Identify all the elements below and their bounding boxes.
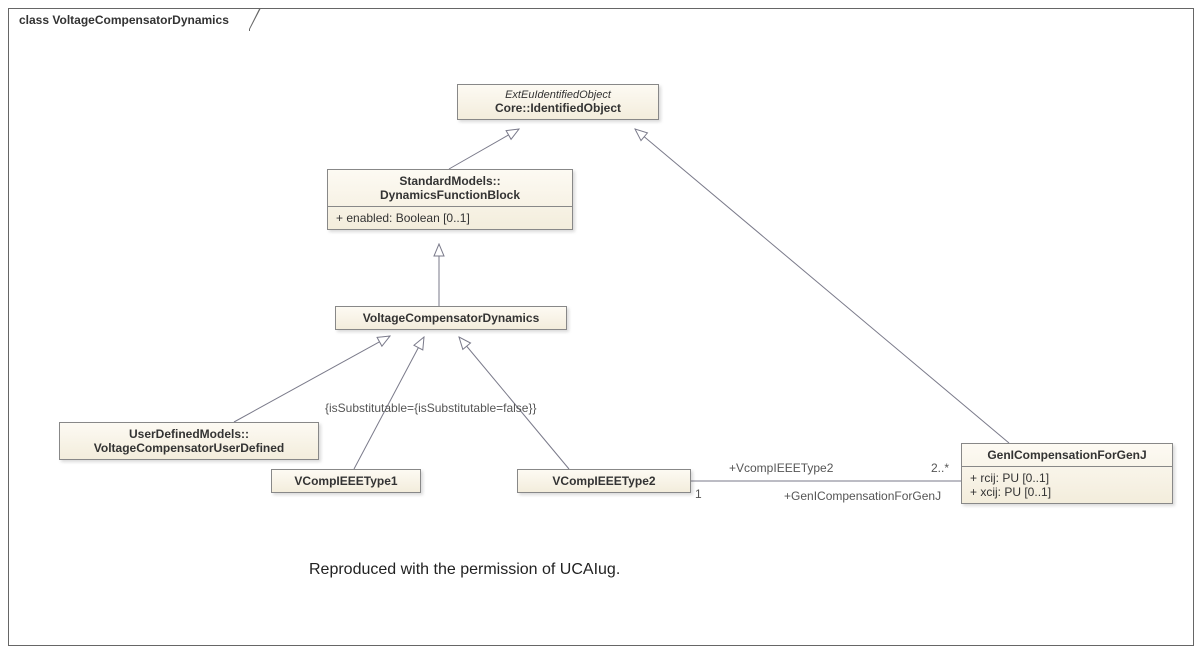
assoc-mult-vcomp: 1 xyxy=(695,487,702,501)
class-identified-object: ExtEuIdentifiedObject Core::IdentifiedOb… xyxy=(457,84,659,120)
class-attribute: + rcij: PU [0..1] xyxy=(962,467,1172,485)
diagram-caption: Reproduced with the permission of UCAIug… xyxy=(309,561,620,579)
assoc-mult-genj: 2..* xyxy=(931,461,949,475)
class-name-prefix: UserDefinedModels:: xyxy=(60,423,318,441)
class-name: VCompIEEEType2 xyxy=(518,470,690,492)
constraint-text-close: } xyxy=(532,401,536,415)
class-name: GenICompensationForGenJ xyxy=(962,444,1172,466)
class-gen-i-compensation-for-gen-j: GenICompensationForGenJ + rcij: PU [0..1… xyxy=(961,443,1173,504)
class-dynamics-function-block: StandardModels:: DynamicsFunctionBlock +… xyxy=(327,169,573,230)
assoc-role-vcomp: +VcompIEEEType2 xyxy=(729,461,833,475)
diagram-title-prefix: class xyxy=(19,13,52,27)
class-voltage-compensator-user-defined: UserDefinedModels:: VoltageCompensatorUs… xyxy=(59,422,319,460)
class-name-prefix: StandardModels:: xyxy=(328,170,572,188)
diagram-title-tab: class VoltageCompensatorDynamics xyxy=(8,8,250,31)
diagram-title: VoltageCompensatorDynamics xyxy=(52,13,229,27)
class-name: VoltageCompensatorDynamics xyxy=(336,307,566,329)
class-attribute: + enabled: Boolean [0..1] xyxy=(328,207,572,229)
assoc-role-genj: +GenICompensationForGenJ xyxy=(784,489,941,503)
class-vcomp-ieee-type2: VCompIEEEType2 xyxy=(517,469,691,493)
diagram-frame: class VoltageCompensatorDynamics ExtEuId… xyxy=(8,8,1194,646)
class-name: DynamicsFunctionBlock xyxy=(328,188,572,206)
stereotype: ExtEuIdentifiedObject xyxy=(458,85,658,101)
class-name: Core::IdentifiedObject xyxy=(458,101,658,119)
class-vcomp-ieee-type1: VCompIEEEType1 xyxy=(271,469,421,493)
class-name: VoltageCompensatorUserDefined xyxy=(60,441,318,459)
constraint-label: {isSubstitutable={isSubstitutable=false}… xyxy=(325,401,537,415)
class-voltage-compensator-dynamics: VoltageCompensatorDynamics xyxy=(335,306,567,330)
class-name: VCompIEEEType1 xyxy=(272,470,420,492)
constraint-text: {isSubstitutable={isSubstitutable=false} xyxy=(325,401,532,415)
class-attribute: + xcij: PU [0..1] xyxy=(962,485,1172,503)
